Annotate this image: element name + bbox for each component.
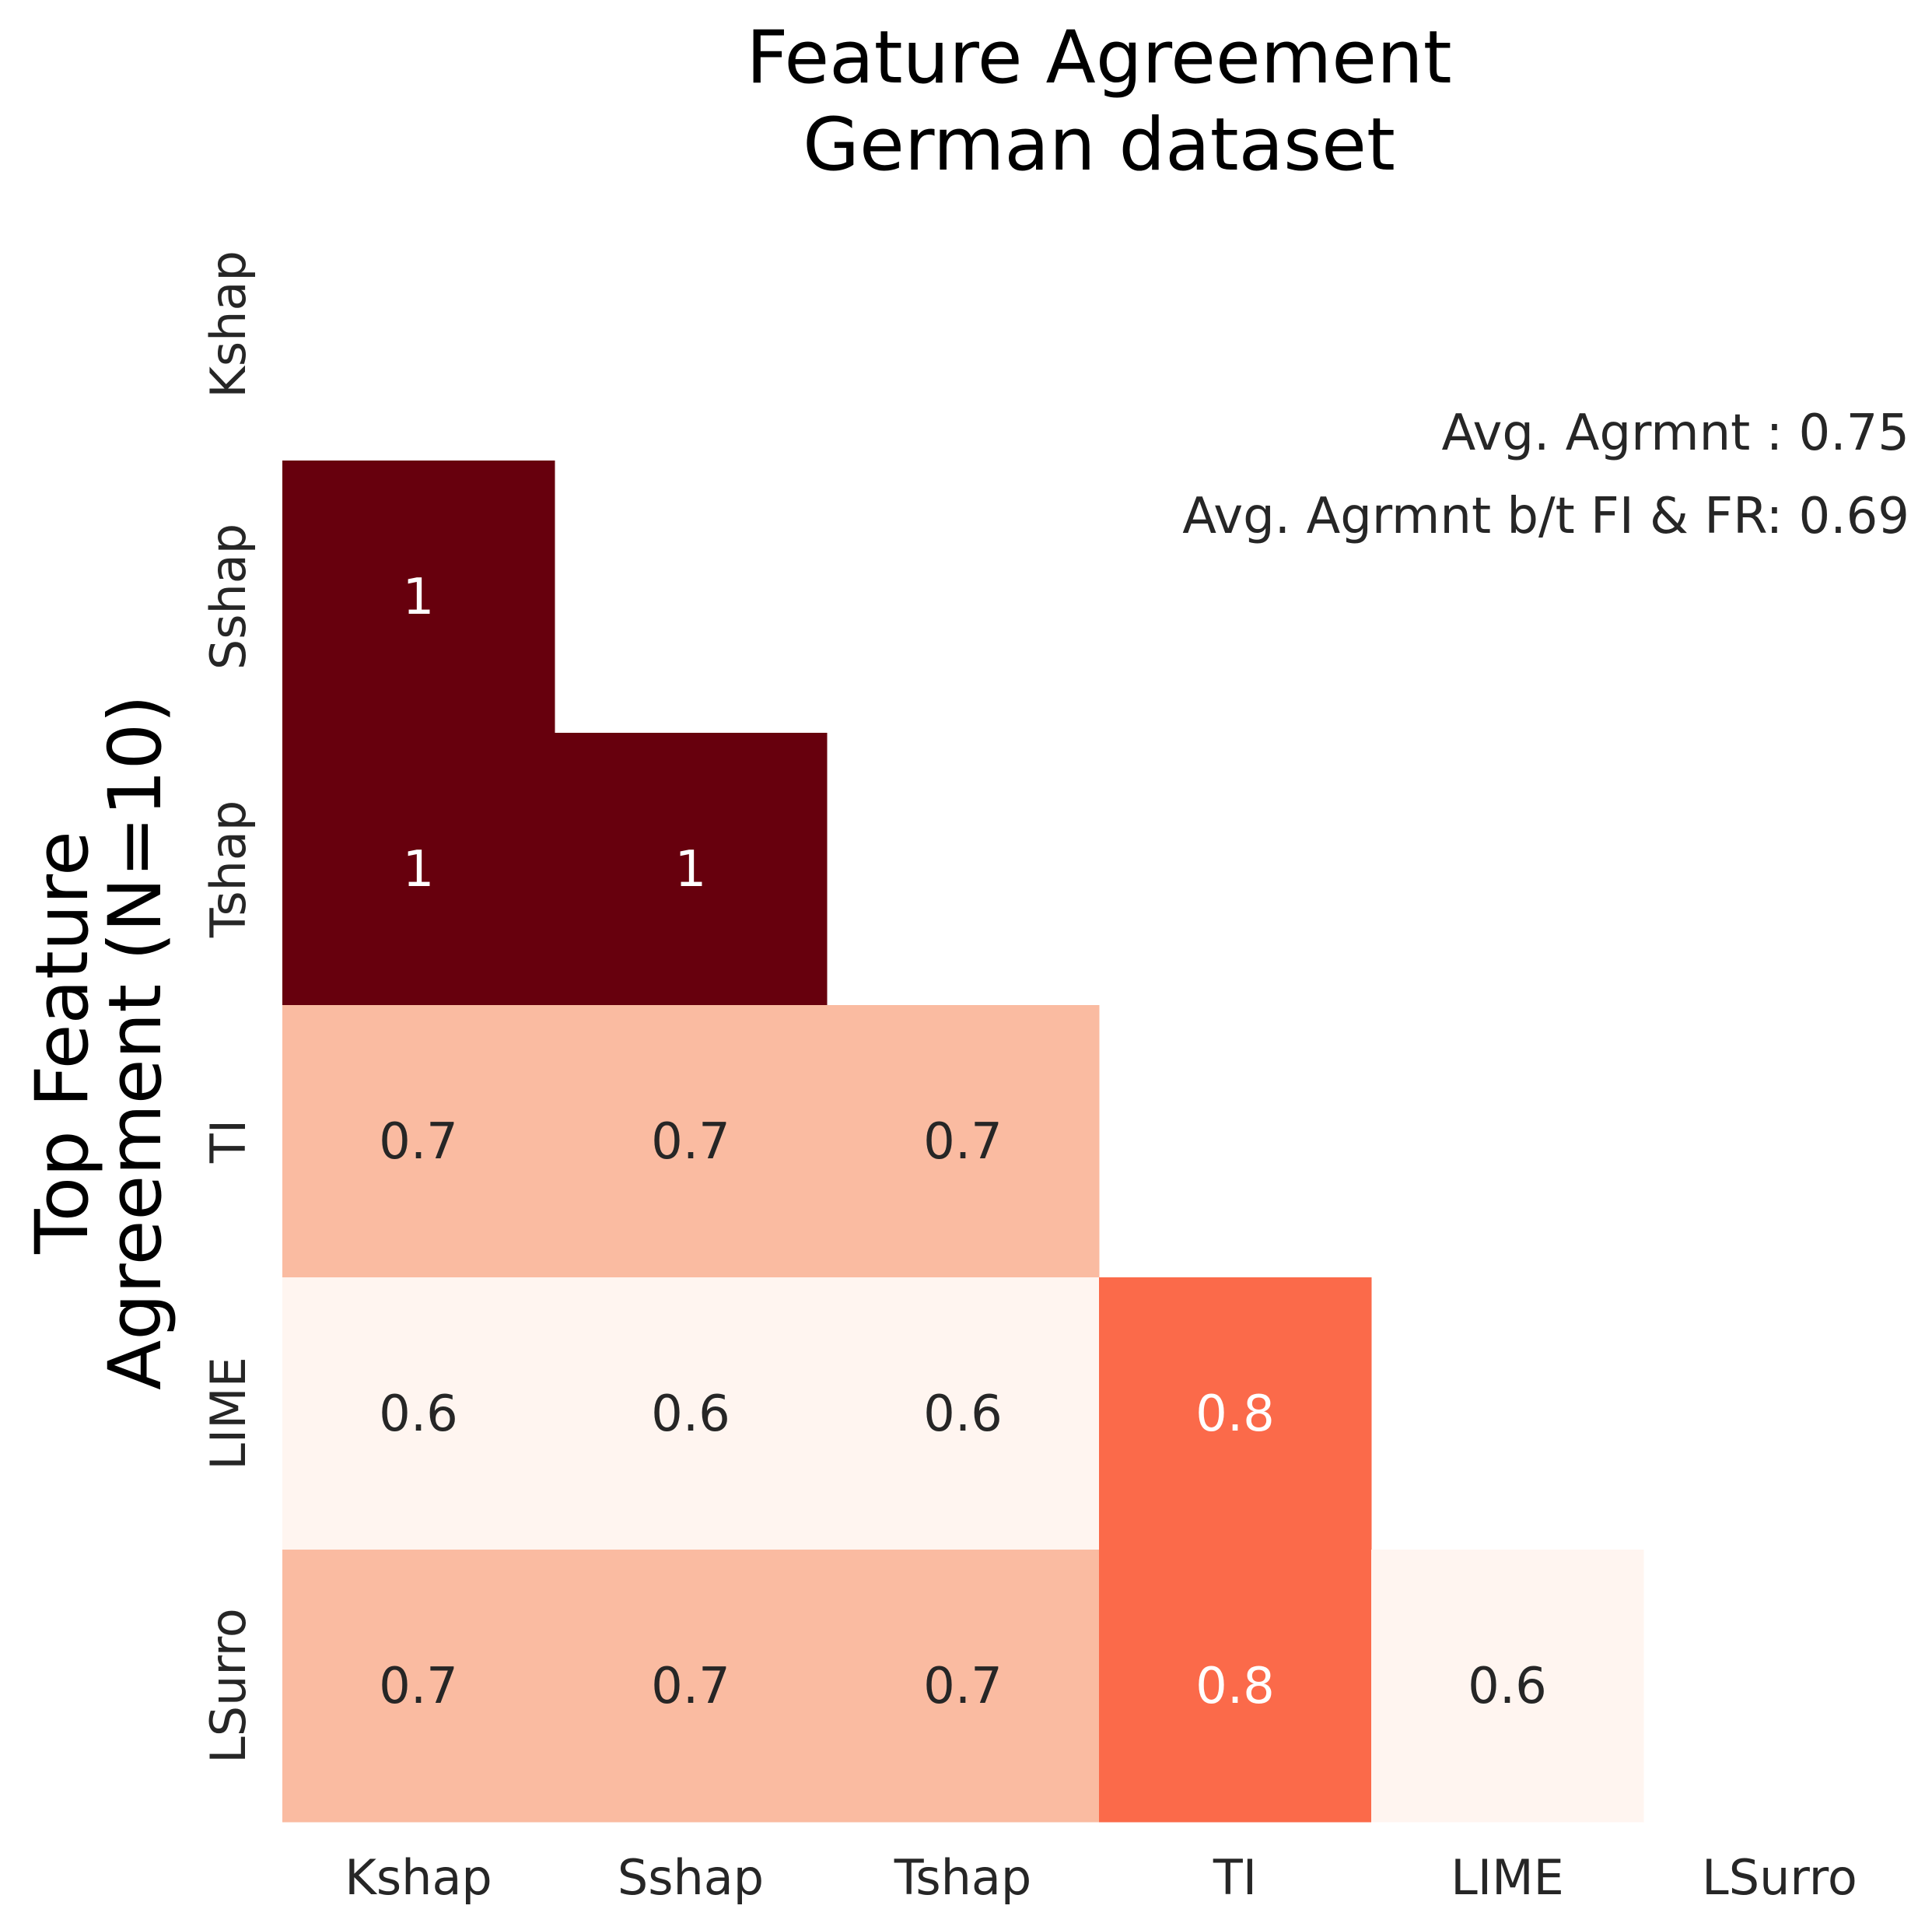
cell-annotation: 0.6 [1468, 1658, 1547, 1715]
avg-agreement-text: Avg. Agrmnt : 0.75 [1441, 405, 1909, 462]
y-tick-label-sshap: Sshap [200, 524, 257, 670]
cell-annotation: 1 [403, 569, 435, 626]
y-axis-label-line-2: Agreement (N=10) [93, 695, 178, 1390]
chart-title-line-1: Feature Agreement [746, 16, 1451, 100]
heatmap-cell-lsurro-tshap [827, 1550, 1100, 1823]
y-tick-labels: Kshap Sshap Tshap TI LIME LSurro [200, 250, 257, 1764]
x-tick-label-ti: TI [1213, 1849, 1257, 1906]
heatmap-cell-ti-sshap [555, 1005, 828, 1278]
cell-annotation: 0.7 [923, 1113, 1003, 1171]
heatmap-cell-ti-tshap [827, 1005, 1100, 1278]
heatmap-cell-lime-ti [1099, 1277, 1372, 1550]
heatmap-cells [282, 461, 1644, 1823]
x-tick-labels: Kshap Sshap Tshap TI LIME LSurro [345, 1849, 1857, 1906]
heatmap-cell-lsurro-kshap [282, 1550, 555, 1823]
x-tick-label-lime: LIME [1451, 1849, 1564, 1906]
heatmap-cell-lime-tshap [827, 1277, 1100, 1550]
avg-agreement-fi-fr-text: Avg. Agrmnt b/t FI & FR: 0.69 [1182, 488, 1909, 545]
x-tick-label-sshap: Sshap [618, 1849, 764, 1906]
cell-annotation: 0.7 [923, 1658, 1003, 1715]
cell-annotation: 0.7 [651, 1113, 730, 1171]
y-tick-label-lsurro: LSurro [200, 1608, 257, 1764]
cell-annotation: 0.8 [1195, 1658, 1275, 1715]
cell-annotation: 0.8 [1195, 1385, 1275, 1443]
heatmap-cell-lime-sshap [555, 1277, 828, 1550]
y-axis-label: Top Feature Agreement (N=10) [20, 695, 178, 1390]
x-tick-label-tshap: Tshap [894, 1849, 1032, 1906]
cell-annotation: 0.6 [651, 1385, 730, 1443]
chart-title: Feature Agreement German dataset [746, 16, 1451, 187]
heatmap-cell-lime-kshap [282, 1277, 555, 1550]
heatmap-cell-lsurro-lime [1371, 1550, 1644, 1823]
average-agreement-stats: Avg. Agrmnt : 0.75 Avg. Agrmnt b/t FI & … [1182, 405, 1909, 545]
chart-title-line-2: German dataset [803, 103, 1395, 187]
heatmap-cell-ti-kshap [282, 1005, 555, 1278]
cell-annotation: 0.7 [379, 1113, 458, 1171]
cell-annotation: 0.7 [379, 1658, 458, 1715]
y-tick-label-lime: LIME [200, 1357, 257, 1470]
heatmap-cell-tshap-sshap [555, 733, 828, 1006]
heatmap-cell-tshap-kshap [282, 733, 555, 1006]
cell-annotation: 1 [403, 841, 435, 898]
y-axis-label-line-1: Top Feature [20, 831, 105, 1255]
y-tick-label-ti: TI [200, 1119, 257, 1164]
heatmap-cell-lsurro-ti [1099, 1550, 1372, 1823]
y-tick-label-kshap: Kshap [200, 250, 257, 398]
cell-annotation: 0.6 [379, 1385, 458, 1443]
x-tick-label-lsurro: LSurro [1702, 1849, 1857, 1906]
y-tick-label-tshap: Tshap [200, 800, 257, 939]
heatmap-cell-sshap-kshap [282, 461, 555, 734]
cell-annotation: 0.7 [651, 1658, 730, 1715]
x-tick-label-kshap: Kshap [345, 1849, 492, 1906]
heatmap-cell-lsurro-sshap [555, 1550, 828, 1823]
cell-annotation: 1 [675, 841, 707, 898]
cell-annotation: 0.6 [923, 1385, 1003, 1443]
heatmap-annotations: 1 1 1 0.7 0.7 0.7 0.6 0.6 0.6 0.8 0.7 0.7 0.7 0.8 0.6 [379, 569, 1547, 1715]
